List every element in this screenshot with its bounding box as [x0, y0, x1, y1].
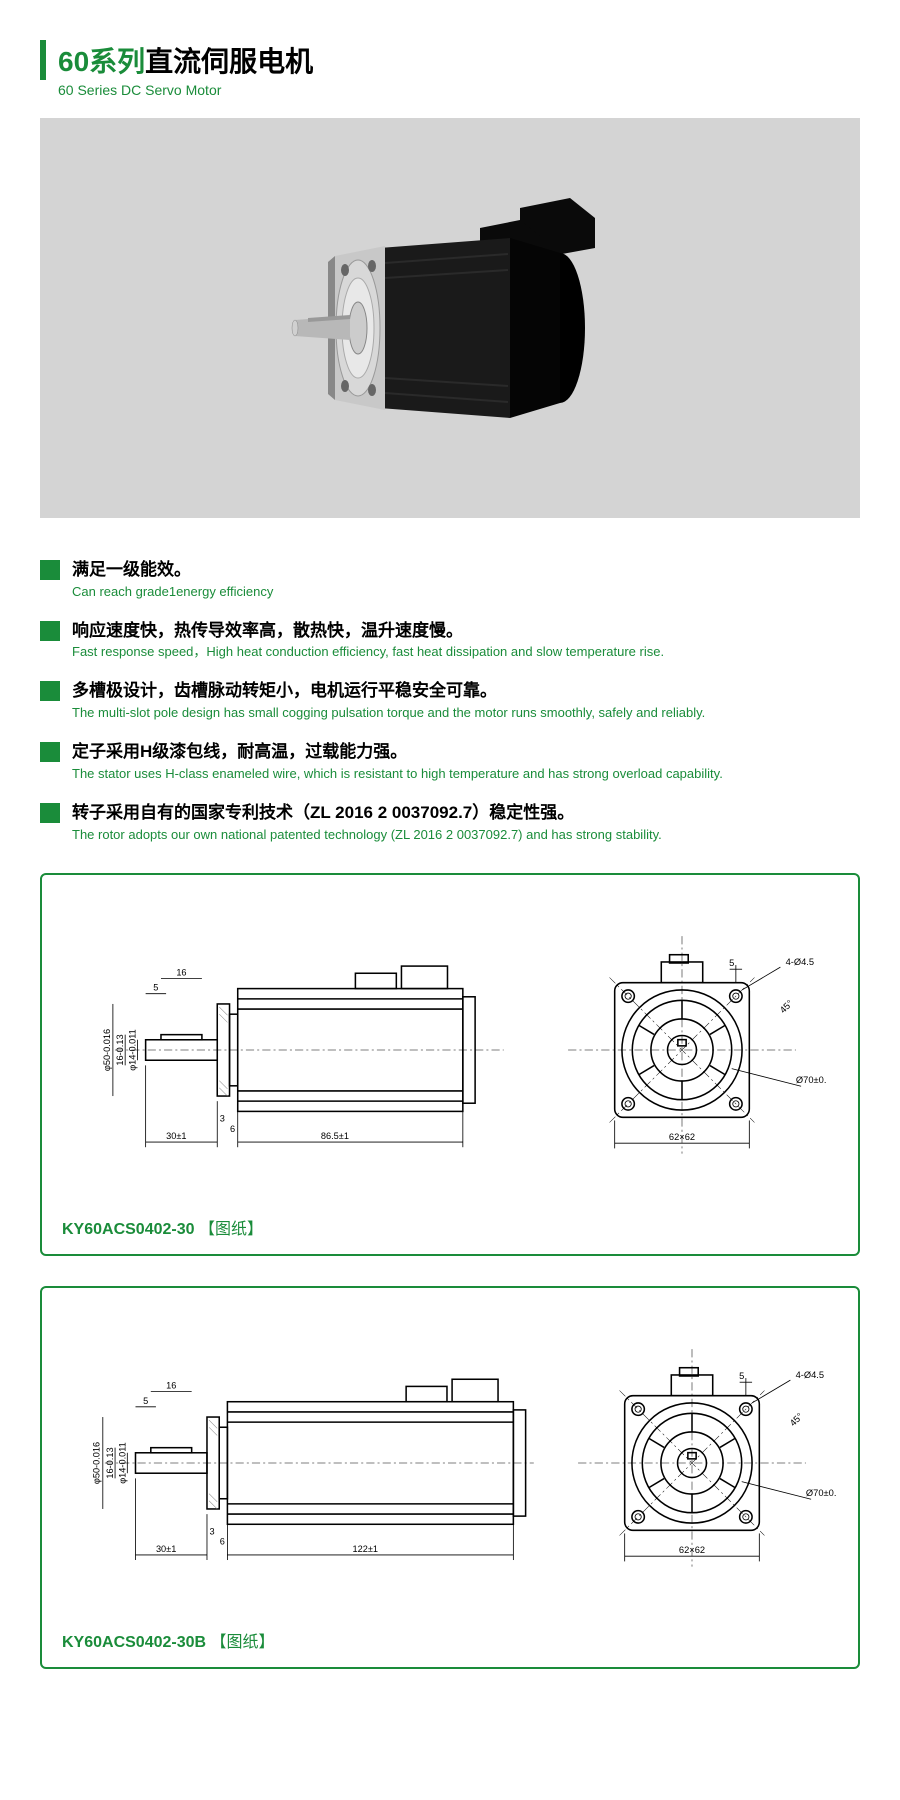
feature-item: 转子采用自有的国家专利技术（ZL 2016 2 0037092.7）稳定性强。 … [40, 801, 860, 844]
svg-text:30±1: 30±1 [155, 1544, 175, 1554]
page-title-block: 60 系列 直流伺服电机 60 Series DC Servo Motor [40, 40, 860, 98]
title-en: 60 Series DC Servo Motor [40, 82, 860, 98]
svg-text:122±1: 122±1 [352, 1544, 377, 1554]
feature-cn: 满足一级能效。 [72, 558, 860, 582]
svg-text:16: 16 [166, 1381, 176, 1391]
feature-en: The rotor adopts our own national patent… [72, 827, 860, 844]
svg-text:16-0.13: 16-0.13 [115, 1035, 125, 1066]
bullet-icon [40, 681, 60, 701]
svg-text:Ø70±0.1: Ø70±0.1 [795, 1076, 826, 1086]
feature-item: 满足一级能效。 Can reach grade1energy efficienc… [40, 558, 860, 601]
svg-text:45°: 45° [777, 998, 794, 1015]
svg-text:86.5±1: 86.5±1 [320, 1131, 348, 1141]
svg-text:5: 5 [729, 959, 734, 969]
drawing-box-2: 122±1 30±1 16 5 3 6 φ50-0.016 16-0.13 φ1… [40, 1286, 860, 1669]
front-view-drawing: 4-Ø4.5 5 45° Ø70±0.1 62×62 [547, 1323, 837, 1603]
drawing-label: KY60ACS0402-30 【图纸】 [62, 1215, 838, 1239]
svg-text:6: 6 [219, 1537, 224, 1547]
svg-text:φ50-0.016: φ50-0.016 [91, 1442, 101, 1484]
svg-text:Ø70±0.1: Ø70±0.1 [805, 1489, 836, 1499]
svg-text:φ14-0.011: φ14-0.011 [117, 1443, 127, 1485]
svg-text:30±1: 30±1 [166, 1131, 186, 1141]
features-list: 满足一级能效。 Can reach grade1energy efficienc… [40, 558, 860, 843]
bullet-icon [40, 742, 60, 762]
svg-text:5: 5 [739, 1372, 744, 1382]
svg-text:φ14-0.011: φ14-0.011 [127, 1030, 137, 1072]
svg-text:φ50-0.016: φ50-0.016 [101, 1029, 111, 1071]
svg-text:3: 3 [219, 1114, 224, 1124]
motor-illustration [250, 178, 650, 458]
feature-cn: 响应速度快，热传导效率高，散热快，温升速度慢。 [72, 619, 860, 643]
feature-cn: 转子采用自有的国家专利技术（ZL 2016 2 0037092.7）稳定性强。 [72, 801, 860, 825]
feature-en: Fast response speed，High heat conduction… [72, 644, 860, 661]
feature-en: Can reach grade1energy efficiency [72, 584, 860, 601]
svg-text:62×62: 62×62 [668, 1133, 694, 1143]
drawing-box-1: 86.5±1 30±1 16 5 3 6 φ50-0.016 16-0.13 φ… [40, 873, 860, 1256]
svg-text:4-Ø4.5: 4-Ø4.5 [785, 958, 813, 968]
bullet-icon [40, 803, 60, 823]
feature-en: The multi-slot pole design has small cog… [72, 705, 860, 722]
product-image-box [40, 118, 860, 518]
title-suffix: 系列 [89, 40, 145, 80]
side-view-drawing: 86.5±1 30±1 16 5 3 6 φ50-0.016 16-0.13 φ… [74, 910, 514, 1190]
svg-text:4-Ø4.5: 4-Ø4.5 [795, 1371, 823, 1381]
svg-text:62×62: 62×62 [678, 1546, 704, 1556]
title-number: 60 [58, 46, 89, 78]
feature-en: The stator uses H-class enameled wire, w… [72, 766, 860, 783]
front-view-drawing: 4-Ø4.5 5 45° Ø70±0.1 62×62 [537, 910, 827, 1190]
feature-item: 多槽极设计，齿槽脉动转矩小，电机运行平稳安全可靠。 The multi-slot… [40, 679, 860, 722]
svg-text:6: 6 [230, 1124, 235, 1134]
feature-item: 定子采用H级漆包线，耐高温，过载能力强。 The stator uses H-c… [40, 740, 860, 783]
feature-cn: 定子采用H级漆包线，耐高温，过载能力强。 [72, 740, 860, 764]
drawing-label: KY60ACS0402-30B 【图纸】 [62, 1628, 838, 1652]
svg-text:16-0.13: 16-0.13 [105, 1448, 115, 1479]
feature-item: 响应速度快，热传导效率高，散热快，温升速度慢。 Fast response sp… [40, 619, 860, 662]
side-view-drawing: 122±1 30±1 16 5 3 6 φ50-0.016 16-0.13 φ1… [64, 1323, 544, 1603]
svg-text:45°: 45° [787, 1411, 804, 1428]
title-main: 直流伺服电机 [145, 40, 313, 80]
feature-cn: 多槽极设计，齿槽脉动转矩小，电机运行平稳安全可靠。 [72, 679, 860, 703]
bullet-icon [40, 621, 60, 641]
svg-text:3: 3 [209, 1527, 214, 1537]
svg-text:5: 5 [143, 1396, 148, 1406]
svg-text:5: 5 [153, 983, 158, 993]
svg-text:16: 16 [176, 968, 186, 978]
bullet-icon [40, 560, 60, 580]
